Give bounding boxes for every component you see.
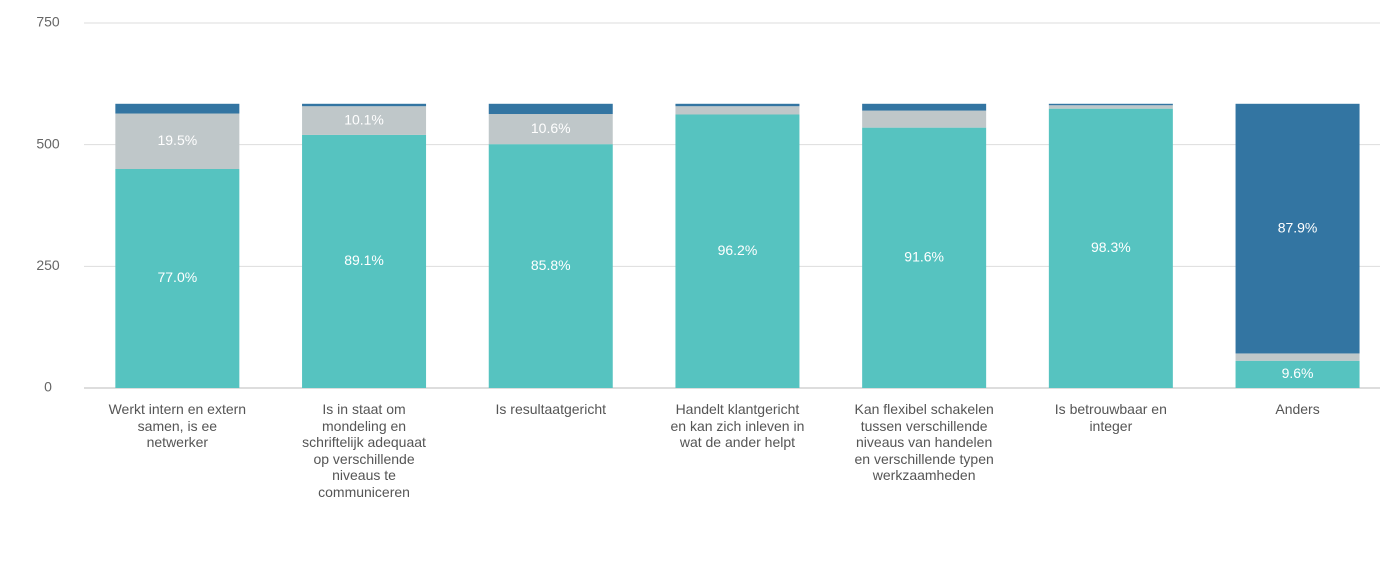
x-tick-label: Anders — [1275, 401, 1320, 417]
value-label: 10.1% — [344, 111, 384, 127]
x-tick-label: Is in staat om mondeling en schriftelijk… — [302, 401, 426, 500]
x-tick-label: Werkt intern en extern samen, is ee netw… — [108, 401, 247, 450]
x-tick-label: Handelt klantgericht en kan zich inleven… — [670, 401, 805, 450]
bar-segment — [1235, 353, 1360, 361]
x-tick-label: Is resultaatgericht — [495, 401, 607, 417]
bar-segment — [675, 114, 800, 388]
bar-segment — [1048, 105, 1173, 109]
bar-segment — [115, 169, 240, 388]
value-label: 9.6% — [1282, 365, 1314, 381]
bar-segment — [488, 114, 613, 145]
value-label: 85.8% — [531, 257, 571, 273]
bar-segment — [862, 127, 987, 388]
bar-segment — [302, 103, 427, 107]
bar-segment — [302, 134, 427, 388]
x-tick-label: Is betrouwbaar en integer — [1054, 401, 1167, 434]
y-tick-label: 250 — [36, 257, 60, 273]
value-label: 77.0% — [157, 269, 197, 285]
bar-segment — [302, 106, 427, 135]
bar-segment — [1048, 103, 1173, 106]
bar-segment — [675, 106, 800, 115]
value-label: 91.6% — [904, 249, 944, 265]
bar-segment — [115, 103, 240, 114]
bar-segment — [1048, 108, 1173, 389]
bar-segment — [862, 103, 987, 111]
y-tick-label: 500 — [36, 135, 60, 151]
value-label: 10.6% — [531, 120, 571, 136]
x-tick-label: Kan flexibel schakelen tussen verschille… — [854, 401, 994, 483]
value-label: 98.3% — [1091, 239, 1131, 255]
bar-segment — [1235, 360, 1360, 388]
bar-segment — [862, 110, 987, 128]
value-label: 89.1% — [344, 252, 384, 268]
value-label: 87.9% — [1278, 219, 1318, 235]
bar-segment — [1235, 103, 1360, 354]
bar-segment — [675, 103, 800, 107]
bar-segment — [488, 144, 613, 388]
bar-segment — [488, 103, 613, 115]
y-tick-label: 750 — [36, 14, 60, 30]
bar-segment — [115, 113, 240, 169]
y-tick-label: 0 — [44, 379, 52, 395]
value-label: 96.2% — [718, 242, 758, 258]
value-label: 19.5% — [157, 132, 197, 148]
